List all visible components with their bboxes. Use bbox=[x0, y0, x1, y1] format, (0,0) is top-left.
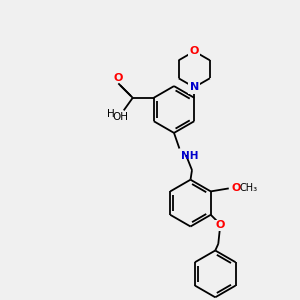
Text: O: O bbox=[190, 46, 199, 56]
Text: H: H bbox=[107, 109, 115, 119]
Text: OH: OH bbox=[113, 112, 129, 122]
Text: CH₃: CH₃ bbox=[240, 183, 258, 193]
Text: O: O bbox=[232, 183, 241, 194]
Text: O: O bbox=[114, 73, 123, 83]
Text: N: N bbox=[190, 82, 199, 92]
Text: NH: NH bbox=[181, 151, 198, 161]
Text: O: O bbox=[215, 220, 224, 230]
